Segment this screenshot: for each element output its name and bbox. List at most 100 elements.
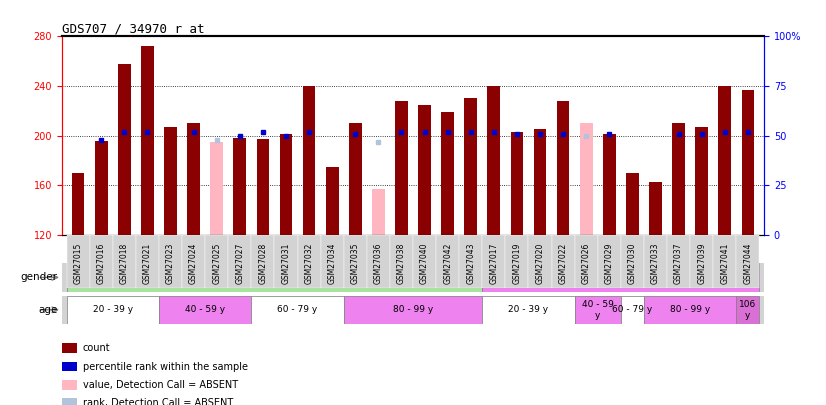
Bar [344, 296, 482, 324]
Bar [251, 296, 344, 324]
Text: GSM27020: GSM27020 [535, 243, 544, 284]
Text: GSM27035: GSM27035 [351, 243, 360, 284]
Text: 60 - 79 y: 60 - 79 y [278, 305, 318, 314]
Text: GSM27042: GSM27042 [443, 243, 452, 284]
Bar [95, 141, 107, 235]
Bar [506, 235, 529, 288]
Text: GSM27032: GSM27032 [305, 243, 314, 284]
Bar [274, 235, 297, 288]
Text: 60 - 79 y: 60 - 79 y [612, 305, 653, 314]
Bar [598, 235, 621, 288]
Bar [529, 235, 552, 288]
Bar [349, 123, 362, 235]
Text: count: count [83, 343, 110, 353]
Bar [67, 263, 482, 292]
Bar [672, 123, 685, 235]
Text: GSM27040: GSM27040 [420, 243, 429, 284]
Bar [464, 98, 477, 235]
Bar [113, 235, 135, 288]
Bar [67, 235, 90, 288]
Text: gender: gender [21, 273, 58, 282]
Text: GSM27015: GSM27015 [74, 243, 83, 284]
Text: GSM27028: GSM27028 [259, 243, 268, 284]
Text: GSM27044: GSM27044 [743, 243, 752, 284]
Text: GSM27017: GSM27017 [489, 243, 498, 284]
Bar [302, 86, 316, 235]
Bar [644, 235, 667, 288]
Text: GSM27038: GSM27038 [397, 243, 406, 284]
Text: GSM27041: GSM27041 [720, 243, 729, 284]
Bar [372, 189, 385, 235]
Bar [159, 296, 251, 324]
Bar [251, 235, 274, 288]
Bar [736, 235, 759, 288]
Bar [72, 173, 84, 235]
Bar [695, 127, 708, 235]
Text: GSM27026: GSM27026 [582, 243, 591, 284]
Text: value, Detection Call = ABSENT: value, Detection Call = ABSENT [83, 380, 238, 390]
Bar [228, 235, 251, 288]
Text: GSM27019: GSM27019 [512, 243, 521, 284]
Text: GSM27016: GSM27016 [97, 243, 106, 284]
Text: 80 - 99 y: 80 - 99 y [393, 305, 433, 314]
Text: GSM27036: GSM27036 [374, 243, 383, 284]
Bar [297, 235, 320, 288]
Bar [482, 263, 759, 292]
Bar [621, 235, 644, 288]
Text: GSM27033: GSM27033 [651, 243, 660, 284]
Bar [280, 134, 292, 235]
Bar [441, 112, 454, 235]
Bar [575, 296, 621, 324]
Text: GSM27023: GSM27023 [166, 243, 175, 284]
Bar [459, 235, 482, 288]
Text: GDS707 / 34970_r_at: GDS707 / 34970_r_at [62, 22, 205, 35]
Text: 80 - 99 y: 80 - 99 y [670, 305, 710, 314]
Text: GSM27034: GSM27034 [328, 243, 337, 284]
Bar [719, 86, 731, 235]
Bar [395, 101, 408, 235]
Text: GSM27031: GSM27031 [282, 243, 291, 284]
Text: GSM27039: GSM27039 [697, 243, 706, 284]
Text: 40 - 59
y: 40 - 59 y [582, 300, 614, 320]
Bar [344, 235, 367, 288]
Bar [188, 123, 200, 235]
Bar [487, 86, 501, 235]
Bar [390, 235, 413, 288]
Bar [557, 101, 569, 235]
Bar [164, 127, 177, 235]
Bar [67, 296, 159, 324]
Text: female: female [601, 273, 640, 282]
Bar [234, 138, 246, 235]
Bar [644, 296, 736, 324]
Bar [90, 235, 113, 288]
Text: 40 - 59 y: 40 - 59 y [185, 305, 225, 314]
Text: 106
y: 106 y [739, 300, 757, 320]
Text: 20 - 39 y: 20 - 39 y [93, 305, 133, 314]
Bar [621, 296, 644, 324]
Bar [649, 181, 662, 235]
Text: age: age [39, 305, 58, 315]
Text: GSM27021: GSM27021 [143, 243, 152, 284]
Text: GSM27027: GSM27027 [235, 243, 244, 284]
Bar [552, 235, 575, 288]
Bar [418, 104, 431, 235]
Bar [667, 235, 691, 288]
Bar [205, 235, 228, 288]
Bar [575, 235, 598, 288]
Bar [482, 296, 575, 324]
Bar [603, 134, 615, 235]
Text: percentile rank within the sample: percentile rank within the sample [83, 362, 248, 371]
Bar [367, 235, 390, 288]
Bar [413, 235, 436, 288]
Bar [257, 139, 269, 235]
Bar [141, 46, 154, 235]
Text: GSM27022: GSM27022 [558, 243, 567, 284]
Bar [436, 235, 459, 288]
Text: GSM27029: GSM27029 [605, 243, 614, 284]
Bar [510, 132, 524, 235]
Bar [713, 235, 736, 288]
Bar [482, 235, 506, 288]
Bar [320, 235, 344, 288]
Bar [211, 142, 223, 235]
Text: male: male [260, 273, 288, 282]
